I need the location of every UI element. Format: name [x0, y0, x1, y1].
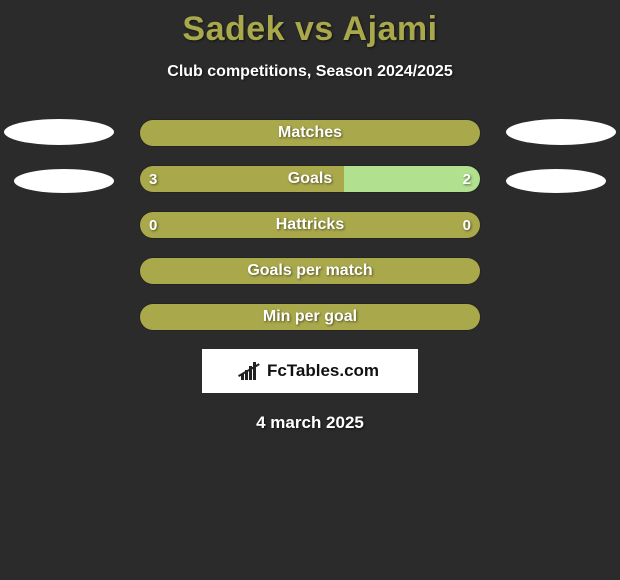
player-left-marker-mid: [14, 169, 114, 193]
comparison-chart: Matches 3 Goals 2 0 Hattricks 0: [0, 119, 620, 331]
bar-row-goals: 3 Goals 2: [139, 165, 481, 193]
bar-row-matches: Matches: [139, 119, 481, 147]
player-right-marker-mid: [506, 169, 606, 193]
bar-fill-right: [344, 166, 480, 192]
bar-row-min-per-goal: Min per goal: [139, 303, 481, 331]
bar-fill-left: [140, 166, 344, 192]
bars-container: Matches 3 Goals 2 0 Hattricks 0: [139, 119, 481, 331]
logo-text: FcTables.com: [267, 361, 379, 381]
bar-fill-left: [140, 120, 480, 146]
bar-row-goals-per-match: Goals per match: [139, 257, 481, 285]
bar-fill-left: [140, 258, 480, 284]
page-title: Sadek vs Ajami: [0, 0, 620, 49]
bar-track: [139, 303, 481, 331]
source-logo: FcTables.com: [202, 349, 418, 393]
bar-track: [139, 119, 481, 147]
bar-track: [139, 257, 481, 285]
bar-track: [139, 165, 481, 193]
player-left-marker-top: [4, 119, 114, 145]
bar-fill-left: [140, 212, 480, 238]
bar-chart-icon: [241, 362, 263, 380]
bar-track: [139, 211, 481, 239]
bar-fill-left: [140, 304, 480, 330]
footer-date: 4 march 2025: [0, 413, 620, 433]
player-right-marker-top: [506, 119, 616, 145]
page-subtitle: Club competitions, Season 2024/2025: [0, 63, 620, 81]
bar-row-hattricks: 0 Hattricks 0: [139, 211, 481, 239]
